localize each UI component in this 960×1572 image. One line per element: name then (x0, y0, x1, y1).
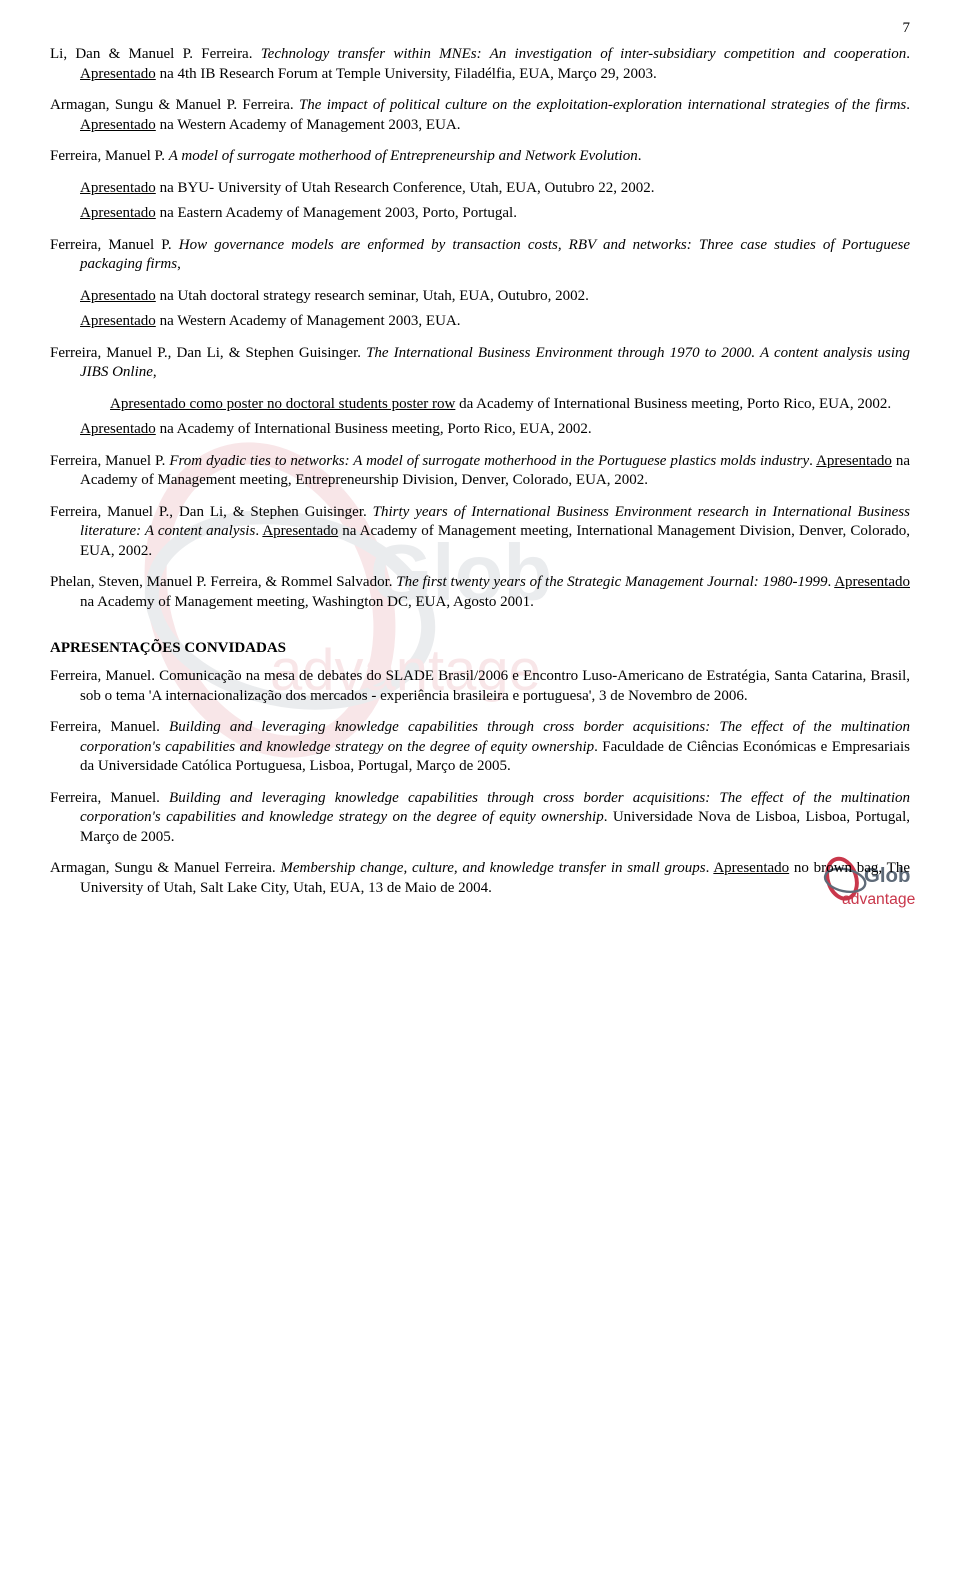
reference-entry: Ferreira, Manuel P. How governance model… (50, 236, 910, 275)
entry-prefix: Armagan, Sungu & Manuel P. Ferreira. (50, 97, 299, 113)
entry-title: How governance models are enformed by tr… (80, 237, 910, 273)
entry-after: . (604, 809, 613, 825)
sub-tail: na Western Academy of Management 2003, E… (156, 313, 461, 329)
entry-prefix: Ferreira, Manuel. (50, 668, 159, 684)
entry-prefix: Ferreira, Manuel P., Dan Li, & Stephen G… (50, 504, 373, 520)
sub-presented: Apresentado (80, 313, 156, 329)
entry-title: The impact of political culture on the e… (299, 97, 906, 113)
entry-prefix: Ferreira, Manuel. (50, 719, 169, 735)
reference-sub: Apresentado na Academy of International … (80, 420, 910, 440)
entry-presented: Apresentado (713, 860, 789, 876)
entry-presented: Apresentado (80, 66, 156, 82)
reference-entry: Phelan, Steven, Manuel P. Ferreira, & Ro… (50, 573, 910, 612)
entry-title: Membership change, culture, and knowledg… (280, 860, 705, 876)
reference-sub: Apresentado como poster no doctoral stud… (110, 395, 910, 415)
invited-entry: Ferreira, Manuel. Building and leveragin… (50, 718, 910, 777)
sub-presented: Apresentado (80, 180, 156, 196)
entry-after: , (177, 256, 181, 272)
entry-plain: Comunicação na mesa de debates do SLADE … (80, 668, 910, 704)
entry-after: . (906, 46, 910, 62)
entry-after: . (906, 97, 910, 113)
page-number: 7 (50, 20, 910, 37)
entry-title: From dyadic ties to networks: A model of… (169, 453, 809, 469)
entry-prefix: Phelan, Steven, Manuel P. Ferreira, & Ro… (50, 574, 396, 590)
entry-prefix: Ferreira, Manuel P. (50, 453, 169, 469)
reference-entry: Ferreira, Manuel P. From dyadic ties to … (50, 452, 910, 491)
invited-entry: Armagan, Sungu & Manuel Ferreira. Member… (50, 859, 910, 898)
section-heading: APRESENTAÇÕES CONVIDADAS (50, 640, 910, 657)
entry-presented: Apresentado (262, 523, 338, 539)
entry-tail: na Academy of Management meeting, Washin… (80, 594, 534, 610)
reference-entry: Ferreira, Manuel P., Dan Li, & Stephen G… (50, 503, 910, 562)
entry-tail: na 4th IB Research Forum at Temple Unive… (156, 66, 657, 82)
entry-prefix: Ferreira, Manuel P. (50, 237, 179, 253)
entry-after: . (638, 148, 642, 164)
entry-prefix: Ferreira, Manuel. (50, 790, 169, 806)
sub-tail: na Utah doctoral strategy research semin… (156, 288, 589, 304)
sub-presented: Apresentado (80, 288, 156, 304)
entry-title: Technology transfer within MNEs: An inve… (261, 46, 907, 62)
entry-presented: Apresentado (80, 117, 156, 133)
entry-after: , (153, 364, 157, 380)
reference-entry: Ferreira, Manuel P. A model of surrogate… (50, 147, 910, 167)
reference-sub: Apresentado na Eastern Academy of Manage… (80, 204, 910, 224)
entry-tail: na Western Academy of Management 2003, E… (156, 117, 461, 133)
reference-entry: Armagan, Sungu & Manuel P. Ferreira. The… (50, 96, 910, 135)
sub-presented: Apresentado (80, 205, 156, 221)
entry-presented: Apresentado (834, 574, 910, 590)
entry-prefix: Armagan, Sungu & Manuel Ferreira. (50, 860, 280, 876)
reference-sub: Apresentado na Western Academy of Manage… (80, 312, 910, 332)
reference-sub: Apresentado na BYU- University of Utah R… (80, 179, 910, 199)
entry-prefix: Li, Dan & Manuel P. Ferreira. (50, 46, 261, 62)
reference-entry: Ferreira, Manuel P., Dan Li, & Stephen G… (50, 344, 910, 383)
invited-entry: Ferreira, Manuel. Comunicação na mesa de… (50, 667, 910, 706)
sub-tail: na Eastern Academy of Management 2003, P… (156, 205, 517, 221)
sub-presented: Apresentado como poster no doctoral stud… (110, 396, 455, 412)
invited-entry: Ferreira, Manuel. Building and leveragin… (50, 789, 910, 848)
entry-title: The first twenty years of the Strategic … (396, 574, 827, 590)
reference-entry: Li, Dan & Manuel P. Ferreira. Technology… (50, 45, 910, 84)
sub-tail: na Academy of International Business mee… (156, 421, 592, 437)
entry-prefix: Ferreira, Manuel P., Dan Li, & Stephen G… (50, 345, 366, 361)
reference-sub: Apresentado na Utah doctoral strategy re… (80, 287, 910, 307)
sub-tail: na BYU- University of Utah Research Conf… (156, 180, 655, 196)
entry-title: A model of surrogate motherhood of Entre… (169, 148, 638, 164)
entry-presented: Apresentado (816, 453, 892, 469)
entry-prefix: Ferreira, Manuel P. (50, 148, 169, 164)
sub-tail: da Academy of International Business mee… (455, 396, 891, 412)
sub-presented: Apresentado (80, 421, 156, 437)
